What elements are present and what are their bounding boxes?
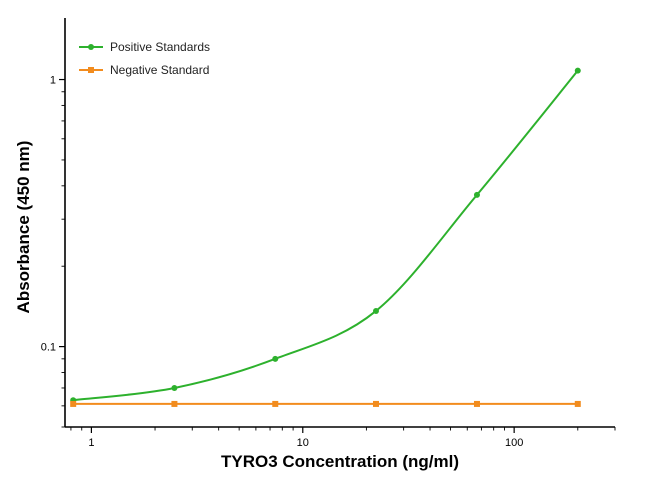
data-point [473,400,480,407]
legend: Positive Standards Negative Standard [79,40,210,77]
data-point [171,384,178,391]
legend-item: Negative Standard [79,63,209,77]
series-line [73,69,579,402]
series-0 [70,67,581,404]
legend-marker [88,44,94,50]
legend-label: Negative Standard [110,63,209,77]
legend-item: Positive Standards [79,40,210,54]
x-tick-label: 100 [505,437,523,449]
data-point [272,400,279,407]
y-tick-label: 0.1 [41,342,56,354]
data-point [574,67,581,74]
data-point [372,307,379,314]
data-point [372,400,379,407]
data-point [574,400,581,407]
x-axis-title: TYRO3 Concentration (ng/ml) [221,452,459,471]
x-tick-label: 10 [297,437,309,449]
legend-marker [88,67,94,73]
data-point [473,191,480,198]
series-1 [70,400,581,407]
data-point [70,400,77,407]
legend-label: Positive Standards [110,40,210,54]
data-point [171,400,178,407]
series-layer [70,67,581,407]
y-axis-title: Absorbance (450 nm) [14,141,33,314]
data-point [272,355,279,362]
x-tick-label: 1 [88,437,94,449]
y-tick-label: 1 [50,75,56,87]
